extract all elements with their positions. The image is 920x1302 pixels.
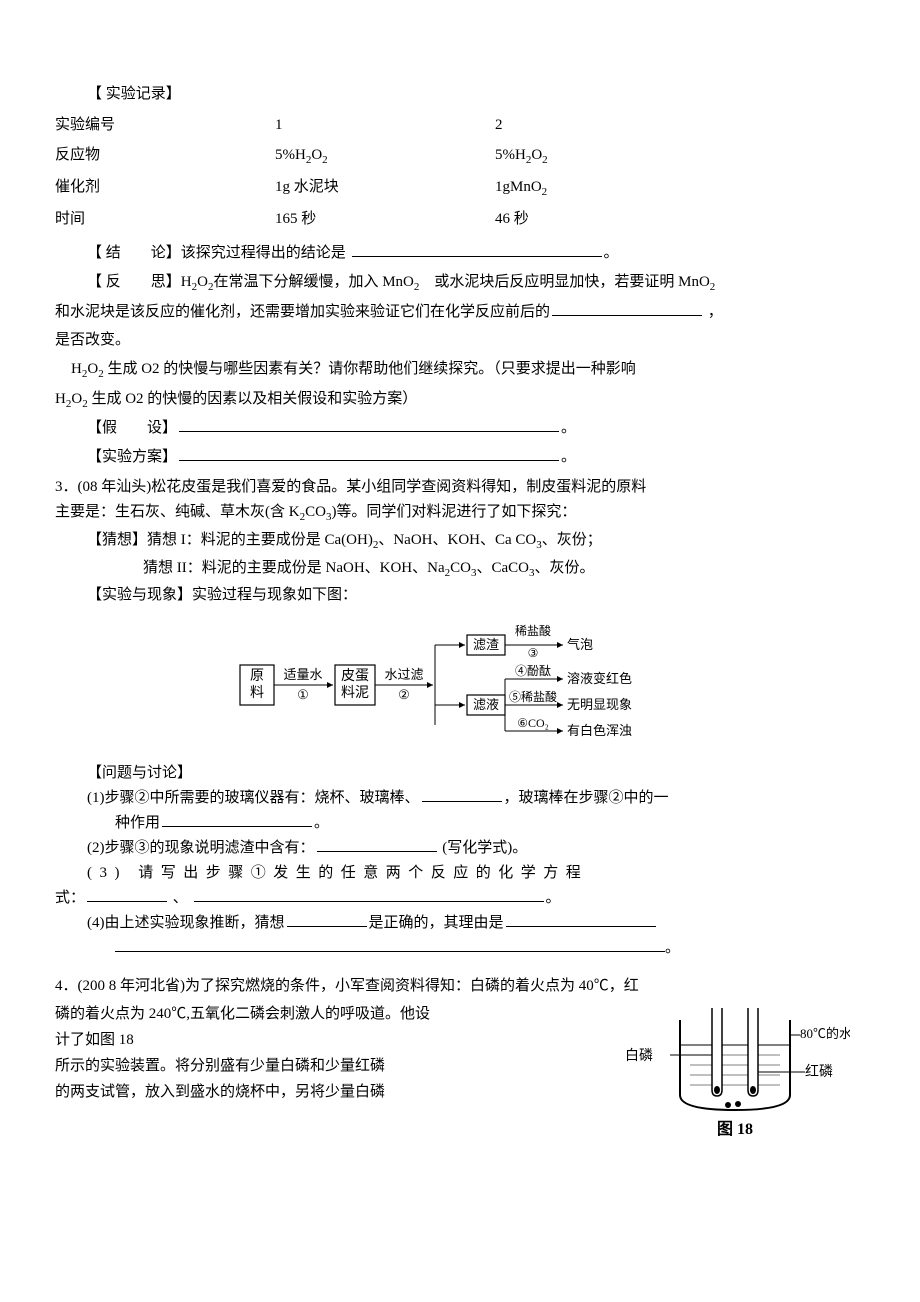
svg-text:图 18: 图 18 (717, 1120, 753, 1138)
svg-text:⑥CO₂: ⑥CO₂ (517, 716, 549, 730)
cell: 1gMnO2 (495, 173, 695, 203)
q2end-text: (写化学式)。 (439, 840, 528, 856)
section-4: 4．(200 8 年河北省)为了探究燃烧的条件，小军查阅资料得知：白磷的着火点为… (55, 974, 865, 1140)
s3-intro1: 3．(08 年汕头)松花皮蛋是我们喜爱的食品。某小组同学查阅资料得知，制皮蛋料泥… (55, 475, 865, 499)
conclusion-line: 【 结 论】该探究过程得出的结论是 。 (55, 239, 865, 268)
question-line2: H2O2 生成 O2 的快慢的因素以及相关假设和实验方案） (55, 385, 865, 415)
section-3: 3．(08 年汕头)松花皮蛋是我们喜爱的食品。某小组同学查阅资料得知，制皮蛋料泥… (55, 475, 865, 960)
q1a-text: (1)步骤②中所需要的玻璃仪器有：烧杯、玻璃棒、 (87, 790, 420, 806)
blank-q3a[interactable] (87, 886, 167, 902)
figure-18: 白磷 80℃的水 红磷 图 18 (605, 1000, 865, 1140)
svg-text:溶液变红色: 溶液变红色 (567, 671, 632, 686)
conclusion-label: 【 结 论】该探究过程得出的结论是 (87, 245, 350, 261)
table-row: 实验编号 1 2 (55, 111, 865, 140)
cell: 2 (495, 111, 695, 140)
svg-text:稀盐酸: 稀盐酸 (515, 623, 551, 638)
table-row: 反应物 5%H2O2 5%H2O2 (55, 141, 865, 171)
svg-text:红磷: 红磷 (805, 1064, 833, 1080)
row-label: 时间 (55, 205, 275, 234)
row-label: 催化剂 (55, 173, 275, 203)
cell: 46 秒 (495, 205, 695, 234)
s4-intro4: 所示的实验装置。将分别盛有少量白磷和少量红磷 (55, 1054, 605, 1078)
hypothesis-label: 【假 设】 (87, 420, 177, 436)
blank-q3b[interactable] (194, 886, 544, 902)
svg-text:气泡: 气泡 (567, 637, 593, 652)
svg-text:80℃的水: 80℃的水 (800, 1026, 850, 1041)
svg-text:原: 原 (250, 669, 264, 684)
table-row: 时间 165 秒 46 秒 (55, 205, 865, 234)
q2-text: (2)步骤③的现象说明滤渣中含有： (87, 840, 315, 856)
svg-text:②: ② (398, 687, 410, 702)
section-experiment-record: 【 实验记录】 实验编号 1 2 反应物 5%H2O2 5%H2O2 催化剂 1… (55, 80, 865, 471)
reflection-line2: 和水泥块是该反应的催化剂，还需要增加实验来验证它们在化学反应前后的 ， (55, 298, 865, 327)
blank-plan[interactable] (179, 445, 559, 461)
q4b-text: 是正确的，其理由是 (369, 915, 504, 931)
svg-text:皮蛋: 皮蛋 (341, 668, 369, 684)
s3-q3: (3) 请写出步骤①发生的任意两个反应的化学方程 (55, 861, 865, 885)
q3b-text: 式： (55, 890, 85, 906)
blank-hypothesis[interactable] (179, 416, 559, 432)
s3-q1a: (1)步骤②中所需要的玻璃仪器有：烧杯、玻璃棒、 ，玻璃棒在步骤②中的一 (55, 786, 865, 810)
cell: 5%H2O2 (275, 141, 495, 171)
s4-intro3: 计了如图 18 (55, 1028, 605, 1052)
svg-text:有白色浑浊: 有白色浑浊 (567, 723, 632, 738)
blank-q2[interactable] (317, 836, 437, 852)
s3-intro2: 主要是：生石灰、纯碱、草木灰(含 K2CO3)等。同学们对料泥进行了如下探究： (55, 500, 865, 527)
s3-guess1: 【猜想】猜想 I：料泥的主要成份是 Ca(OH)2、NaOH、KOH、Ca CO… (55, 528, 865, 555)
svg-text:④酚酞: ④酚酞 (515, 663, 551, 678)
blank-conclusion[interactable] (352, 241, 602, 257)
row-label: 实验编号 (55, 111, 275, 140)
s4-intro1: 4．(200 8 年河北省)为了探究燃烧的条件，小军查阅资料得知：白磷的着火点为… (55, 974, 865, 998)
table-row: 催化剂 1g 水泥块 1gMnO2 (55, 173, 865, 203)
blank-q1c[interactable] (162, 811, 312, 827)
svg-text:无明显现象: 无明显现象 (567, 697, 632, 712)
svg-text:滤渣: 滤渣 (473, 637, 499, 652)
svg-text:白磷: 白磷 (625, 1048, 653, 1064)
s3-q3b: 式： 、 。 (55, 886, 865, 910)
s3-q4: (4)由上述实验现象推断，猜想 是正确的，其理由是 (55, 911, 865, 935)
plan-row: 【实验方案】。 (55, 443, 865, 472)
question-line1: H2O2 生成 O2 的快慢与哪些因素有关？请你帮助他们继续探究。（只要求提出一… (55, 355, 865, 385)
svg-text:适量水: 适量水 (283, 667, 322, 682)
cell: 165 秒 (275, 205, 495, 234)
q1b-text: ，玻璃棒在步骤②中的一 (504, 790, 669, 806)
svg-text:料泥: 料泥 (341, 685, 369, 701)
s3-q1c: 种作用。 (55, 811, 865, 835)
reflection-line3: 是否改变。 (55, 326, 865, 355)
reflection-text: 和水泥块是该反应的催化剂，还需要增加实验来验证它们在化学反应前后的 (55, 304, 550, 320)
cell: 1 (275, 111, 495, 140)
cell: 1g 水泥块 (275, 173, 495, 203)
s3-exp-label: 【实验与现象】实验过程与现象如下图： (55, 583, 865, 607)
s4-intro5: 的两支试管，放入到盛水的烧杯中，另将少量白磷 (55, 1080, 605, 1104)
q4a-text: (4)由上述实验现象推断，猜想 (87, 915, 285, 931)
svg-text:料: 料 (250, 685, 264, 701)
svg-text:⑤稀盐酸: ⑤稀盐酸 (509, 689, 557, 704)
svg-text:③: ③ (528, 646, 539, 660)
s3-q4-line: 。 (55, 936, 865, 960)
process-diagram: 原 料 适量水 ① 皮蛋 料泥 水过滤 ② 滤渣 稀盐酸 ③ 气泡 (55, 617, 865, 747)
svg-text:滤液: 滤液 (473, 697, 499, 712)
cell: 5%H2O2 (495, 141, 695, 171)
svg-text:水过滤: 水过滤 (384, 667, 423, 682)
hypothesis-row: 【假 设】。 (55, 414, 865, 443)
blank-q4a[interactable] (287, 911, 367, 927)
s4-text-block: 磷的着火点为 240℃,五氧化二磷会刺激人的呼吸道。他设 计了如图 18 所示的… (55, 1000, 605, 1140)
s3-guess2: 猜想 II：料泥的主要成份是 NaOH、KOH、Na2CO3、CaCO3、灰份。 (55, 556, 865, 583)
q3c-text: 、 (169, 890, 192, 906)
plan-label: 【实验方案】 (87, 449, 177, 465)
row-label: 反应物 (55, 141, 275, 171)
s3-q2: (2)步骤③的现象说明滤渣中含有： (写化学式)。 (55, 836, 865, 860)
s4-intro2: 磷的着火点为 240℃,五氧化二磷会刺激人的呼吸道。他设 (55, 1002, 605, 1026)
blank-q1a[interactable] (422, 786, 502, 802)
blank-q4b[interactable] (506, 911, 656, 927)
blank-q4c[interactable] (115, 936, 665, 952)
blank-reflection[interactable] (552, 300, 702, 316)
svg-text:①: ① (297, 687, 309, 702)
s3-discuss-label: 【问题与讨论】 (55, 761, 865, 785)
heading-record: 【 实验记录】 (55, 80, 865, 109)
q1c-text: 种作用 (115, 815, 160, 831)
reflection-line1: 【 反 思】H2O2在常温下分解缓慢，加入 MnO2 或水泥块后反应明显加快，若… (55, 268, 865, 298)
